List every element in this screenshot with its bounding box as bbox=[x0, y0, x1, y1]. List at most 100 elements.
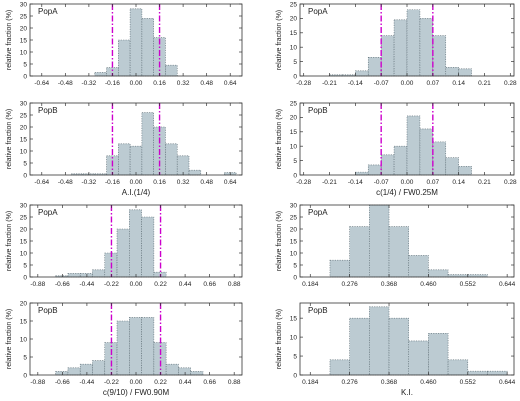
x-tick-label: 0.14 bbox=[452, 179, 465, 186]
y-axis-label: relative fraction (%) bbox=[276, 10, 283, 70]
histogram-bar bbox=[116, 228, 130, 278]
x-tick-label: -0.64 bbox=[34, 179, 49, 186]
histogram-bar bbox=[445, 67, 459, 77]
x-tick-label: -0.22 bbox=[104, 281, 119, 288]
y-tick-label: 10 bbox=[20, 250, 28, 257]
histogram-bar bbox=[129, 145, 143, 176]
histogram-panel-3: -0.64 -0.48 -0.32 -0.16 0.00 0.16 0.32 0.48 0.64… bbox=[6, 100, 243, 197]
histogram-bar bbox=[118, 39, 131, 77]
y-tick-label: 0 bbox=[23, 73, 27, 80]
y-axis-label: relative fraction (%) bbox=[6, 109, 13, 169]
histogram-bar bbox=[129, 317, 142, 376]
histogram-bar bbox=[165, 363, 179, 376]
histogram-bar bbox=[118, 143, 131, 176]
histogram-bar bbox=[67, 273, 81, 278]
x-tick-label: 0.22 bbox=[154, 281, 167, 288]
x-tick-label: -0.21 bbox=[322, 80, 337, 87]
histogram-bar bbox=[419, 18, 434, 77]
x-tick-label: 0.552 bbox=[460, 379, 477, 386]
x-tick-label: -0.44 bbox=[79, 379, 94, 386]
y-tick-label: 15 bbox=[20, 136, 28, 143]
histogram-bar bbox=[106, 67, 119, 77]
y-tick-label: 5 bbox=[23, 262, 27, 269]
x-tick-label: 0.22 bbox=[154, 379, 167, 386]
y-tick-label: 20 bbox=[290, 226, 298, 233]
panel-label: PopA bbox=[38, 208, 58, 217]
y-tick-label: 0 bbox=[293, 172, 297, 179]
histogram-panel-4: -0.28 -0.21 -0.14 -0.07 0.00 0.07 0.14 0.21 0.28… bbox=[276, 100, 517, 197]
x-tick-label: 0.00 bbox=[401, 179, 414, 186]
y-tick-label: 30 bbox=[290, 202, 298, 209]
x-tick-label: 0.66 bbox=[203, 379, 216, 386]
x-tick-label: 0.44 bbox=[179, 281, 192, 288]
y-tick-label: 15 bbox=[20, 318, 28, 325]
histogram-bar bbox=[467, 370, 488, 376]
y-tick-label: 0 bbox=[23, 372, 27, 379]
x-tick-label: 0.552 bbox=[460, 281, 477, 288]
y-tick-label: 25 bbox=[20, 214, 28, 221]
x-tick-label: 0.32 bbox=[177, 80, 190, 87]
y-tick-label: 5 bbox=[293, 262, 297, 269]
x-tick-label: 0.460 bbox=[420, 379, 437, 386]
x-tick-label: -0.32 bbox=[81, 80, 96, 87]
x-tick-label: 0.16 bbox=[153, 80, 166, 87]
histogram-bar bbox=[129, 8, 143, 77]
y-tick-label: 0 bbox=[23, 172, 27, 179]
y-tick-label: 5 bbox=[293, 353, 297, 360]
histogram-bar bbox=[458, 68, 472, 77]
histogram-bar bbox=[67, 367, 81, 376]
histogram-bar bbox=[165, 143, 178, 176]
panel-label: PopB bbox=[38, 106, 58, 115]
histogram-bar bbox=[406, 9, 421, 77]
histogram-bar bbox=[388, 317, 410, 376]
x-tick-label: -0.66 bbox=[55, 379, 70, 386]
x-tick-label: 0.00 bbox=[130, 281, 143, 288]
x-tick-label: 0.276 bbox=[342, 281, 359, 288]
histogram-bar bbox=[190, 371, 204, 376]
x-tick-label: 0.28 bbox=[504, 80, 517, 87]
y-axis-label: relative fraction (%) bbox=[276, 309, 283, 369]
y-tick-label: 5 bbox=[293, 158, 297, 165]
y-tick-label: 0 bbox=[293, 73, 297, 80]
x-tick-label: 0.88 bbox=[228, 379, 241, 386]
histogram-bar bbox=[447, 359, 469, 376]
y-tick-label: 20 bbox=[20, 25, 28, 32]
y-tick-label: 25 bbox=[290, 1, 298, 8]
x-tick-label: -0.16 bbox=[105, 80, 120, 87]
histogram-bar bbox=[432, 35, 447, 77]
x-tick-label: 0.276 bbox=[342, 379, 359, 386]
y-axis-label: relative fraction (%) bbox=[276, 211, 283, 271]
x-tick-label: -0.07 bbox=[374, 80, 389, 87]
x-tick-label: -0.21 bbox=[322, 179, 337, 186]
y-tick-label: 30 bbox=[20, 1, 28, 8]
x-tick-label: 0.644 bbox=[499, 281, 516, 288]
x-tick-label: 0.184 bbox=[302, 281, 319, 288]
x-tick-label: 0.644 bbox=[499, 379, 516, 386]
histogram-bar bbox=[329, 259, 350, 278]
histogram-bar bbox=[388, 226, 410, 278]
histogram-bar bbox=[419, 128, 434, 176]
histogram-bar bbox=[104, 342, 118, 376]
x-tick-label: 0.32 bbox=[177, 179, 190, 186]
y-tick-label: 20 bbox=[290, 16, 298, 23]
panel-label: PopA bbox=[308, 208, 328, 217]
x-tick-label: -0.16 bbox=[105, 179, 120, 186]
x-tick-label: 0.368 bbox=[381, 379, 398, 386]
histogram-panel-1: -0.64 -0.48 -0.32 -0.16 0.00 0.16 0.32 0.48 0.64… bbox=[6, 1, 243, 87]
x-tick-label: 0.28 bbox=[504, 179, 517, 186]
histogram-bar bbox=[458, 166, 472, 176]
histogram-bar bbox=[428, 269, 449, 278]
histogram-bar bbox=[141, 112, 154, 176]
y-tick-label: 10 bbox=[290, 144, 298, 151]
y-tick-label: 0 bbox=[23, 274, 27, 281]
x-tick-label: -0.14 bbox=[348, 80, 363, 87]
x-tick-label: -0.44 bbox=[79, 281, 94, 288]
y-tick-label: 10 bbox=[20, 49, 28, 56]
histogram-bar bbox=[141, 317, 155, 376]
x-tick-label: -0.48 bbox=[58, 179, 73, 186]
x-tick-label: 0.460 bbox=[420, 281, 437, 288]
histogram-bar bbox=[153, 342, 167, 376]
plot-frame bbox=[299, 302, 515, 376]
x-tick-label: 0.16 bbox=[153, 179, 166, 186]
y-tick-label: 15 bbox=[20, 238, 28, 245]
